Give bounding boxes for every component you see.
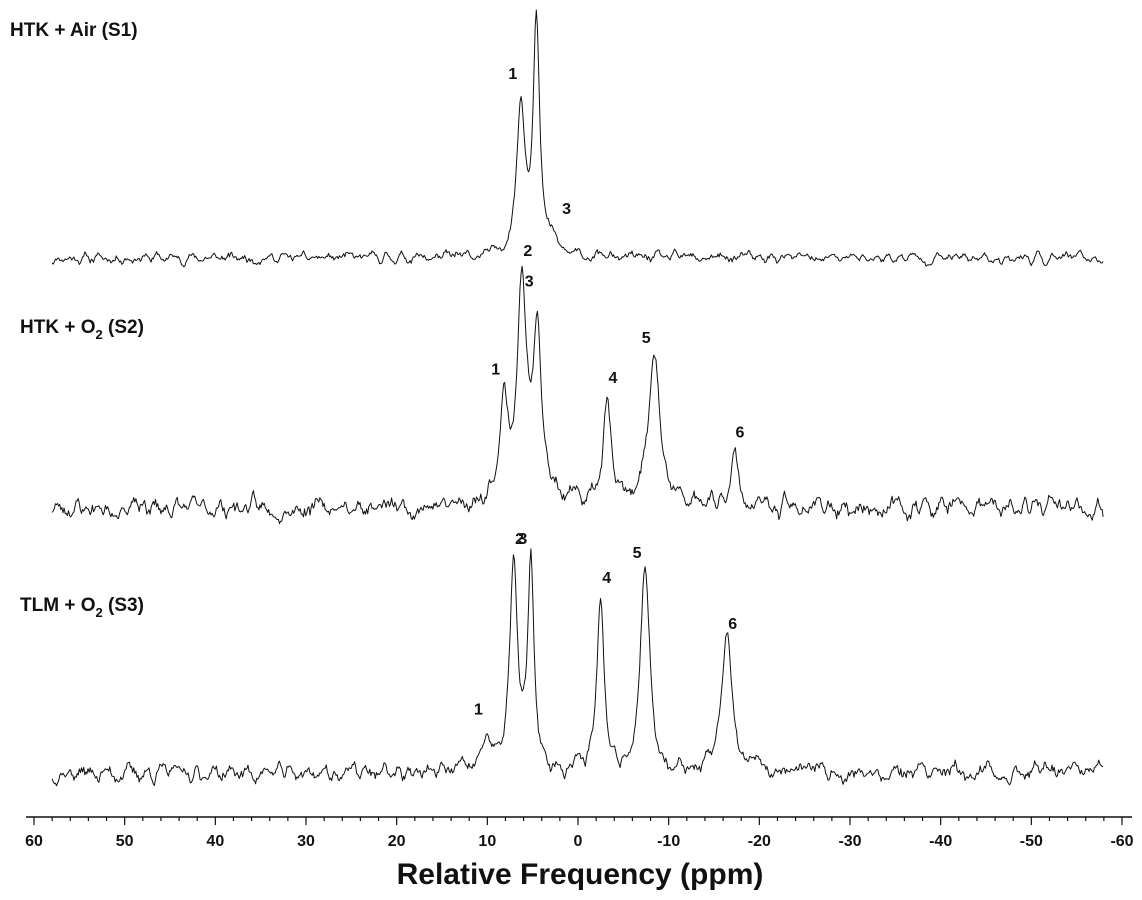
- spectrum-trace: [51, 548, 1104, 787]
- peak-label-4: 4: [609, 370, 618, 387]
- peak-label-1: 1: [491, 361, 500, 378]
- spectrum-label: HTK + Air (S1): [10, 20, 138, 41]
- spectrum-label: HTK + O2 (S2): [20, 317, 144, 342]
- x-tick-label: 10: [478, 833, 496, 850]
- spectrum-trace: [51, 9, 1104, 268]
- spectra-group: HTK + Air (S1)123HTK + O2 (S2)123456TLM …: [10, 9, 1104, 787]
- peak-label-2: 2: [515, 531, 524, 548]
- x-tick-label: -20: [748, 833, 771, 850]
- x-tick-label: -40: [929, 833, 952, 850]
- x-tick-label: -50: [1020, 833, 1043, 850]
- x-axis-title: Relative Frequency (ppm): [397, 858, 764, 891]
- x-tick-label: -60: [1110, 833, 1133, 850]
- peak-label-3: 3: [525, 274, 534, 291]
- x-tick-label: 60: [25, 833, 43, 850]
- peak-label-2: 2: [523, 243, 532, 260]
- x-ticks: 60 50 40 30 20 10 0 -10 -20 -30 -40 -50 -60: [25, 817, 1134, 850]
- x-tick-label: 0: [574, 833, 583, 850]
- peak-label-1: 1: [474, 702, 483, 719]
- x-tick-label: 20: [388, 833, 406, 850]
- x-tick-label: -30: [838, 833, 861, 850]
- spectrum-2: HTK + O2 (S2) 1 2 3 4 5 6: [20, 243, 1104, 525]
- peak-label-5: 5: [633, 545, 642, 562]
- spectrum-label: TLM + O2 (S3): [20, 595, 144, 620]
- x-tick-label: 30: [297, 833, 315, 850]
- peak-label-6: 6: [728, 616, 737, 633]
- peak-label-6: 6: [735, 424, 744, 441]
- peak-label-1: 1: [508, 66, 517, 83]
- peak-label-4: 4: [602, 570, 611, 587]
- x-tick-label: -10: [657, 833, 680, 850]
- peak-label-5: 5: [642, 330, 651, 347]
- x-axis: 60 50 40 30 20 10 0 -10 -20 -30 -40 -50 -60 Relative…: [25, 816, 1134, 891]
- spectrum-1: HTK + Air (S1) 1 2 3: [10, 9, 1104, 268]
- spectrum-trace: [51, 265, 1104, 525]
- peak-label-3: 3: [562, 201, 571, 218]
- x-tick-label: 40: [206, 833, 224, 850]
- x-tick-label: 50: [116, 833, 134, 850]
- peak-label-3: 3: [518, 531, 527, 548]
